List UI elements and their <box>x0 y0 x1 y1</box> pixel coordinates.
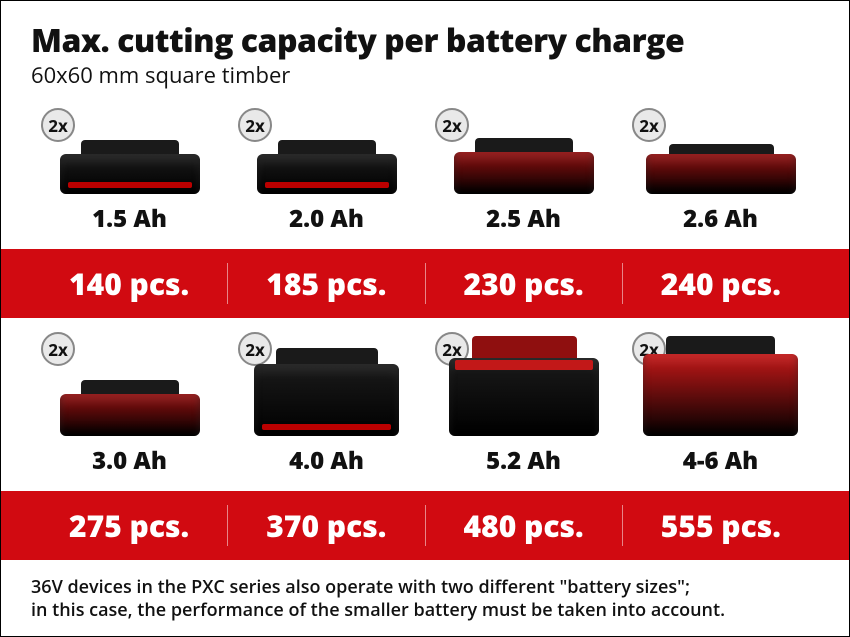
battery-cell: 2x 1.5 Ah <box>31 104 228 235</box>
battery-image <box>425 328 622 438</box>
capacity-label: 4-6 Ah <box>683 444 759 477</box>
battery-row-1: 2x 1.5 Ah 2x 2.0 Ah 2x 2.5 Ah 2x 2.6 Ah <box>1 104 849 235</box>
battery-cell: 2x 4-6 Ah <box>622 328 819 477</box>
page-title: Max. cutting capacity per battery charge <box>31 19 819 62</box>
battery-image <box>622 328 819 438</box>
pcs-value: 370 pcs. <box>228 505 425 546</box>
pcs-bar-2: 275 pcs. 370 pcs. 480 pcs. 555 pcs. <box>1 491 849 560</box>
capacity-label: 5.2 Ah <box>486 444 561 477</box>
footnote-text: 36V devices in the PXC series also opera… <box>1 560 849 621</box>
battery-cell: 2x 4.0 Ah <box>228 328 425 477</box>
multiplier-badge: 2x <box>238 108 272 142</box>
capacity-label: 1.5 Ah <box>92 202 167 235</box>
pcs-value: 230 pcs. <box>426 263 623 304</box>
battery-cell: 2x 5.2 Ah <box>425 328 622 477</box>
multiplier-badge: 2x <box>41 108 75 142</box>
page-subtitle: 60x60 mm square timber <box>31 60 819 90</box>
multiplier-badge: 2x <box>41 332 75 366</box>
battery-cell: 2x 2.5 Ah <box>425 104 622 235</box>
pcs-value: 480 pcs. <box>426 505 623 546</box>
capacity-label: 4.0 Ah <box>289 444 364 477</box>
capacity-label: 2.5 Ah <box>486 202 561 235</box>
pcs-value: 140 pcs. <box>31 263 228 304</box>
multiplier-badge: 2x <box>632 108 666 142</box>
battery-cell: 2x 2.0 Ah <box>228 104 425 235</box>
battery-row-2: 2x 3.0 Ah 2x 4.0 Ah 2x 5.2 Ah 2x 4-6 Ah <box>1 328 849 477</box>
battery-cell: 2x 3.0 Ah <box>31 328 228 477</box>
multiplier-badge: 2x <box>435 108 469 142</box>
pcs-value: 185 pcs. <box>228 263 425 304</box>
pcs-value: 555 pcs. <box>623 505 819 546</box>
pcs-value: 240 pcs. <box>623 263 819 304</box>
capacity-label: 2.6 Ah <box>683 202 758 235</box>
pcs-bar-1: 140 pcs. 185 pcs. 230 pcs. 240 pcs. <box>1 249 849 318</box>
battery-cell: 2x 2.6 Ah <box>622 104 819 235</box>
pcs-value: 275 pcs. <box>31 505 228 546</box>
capacity-label: 2.0 Ah <box>289 202 364 235</box>
header: Max. cutting capacity per battery charge… <box>1 1 849 98</box>
capacity-label: 3.0 Ah <box>92 444 167 477</box>
